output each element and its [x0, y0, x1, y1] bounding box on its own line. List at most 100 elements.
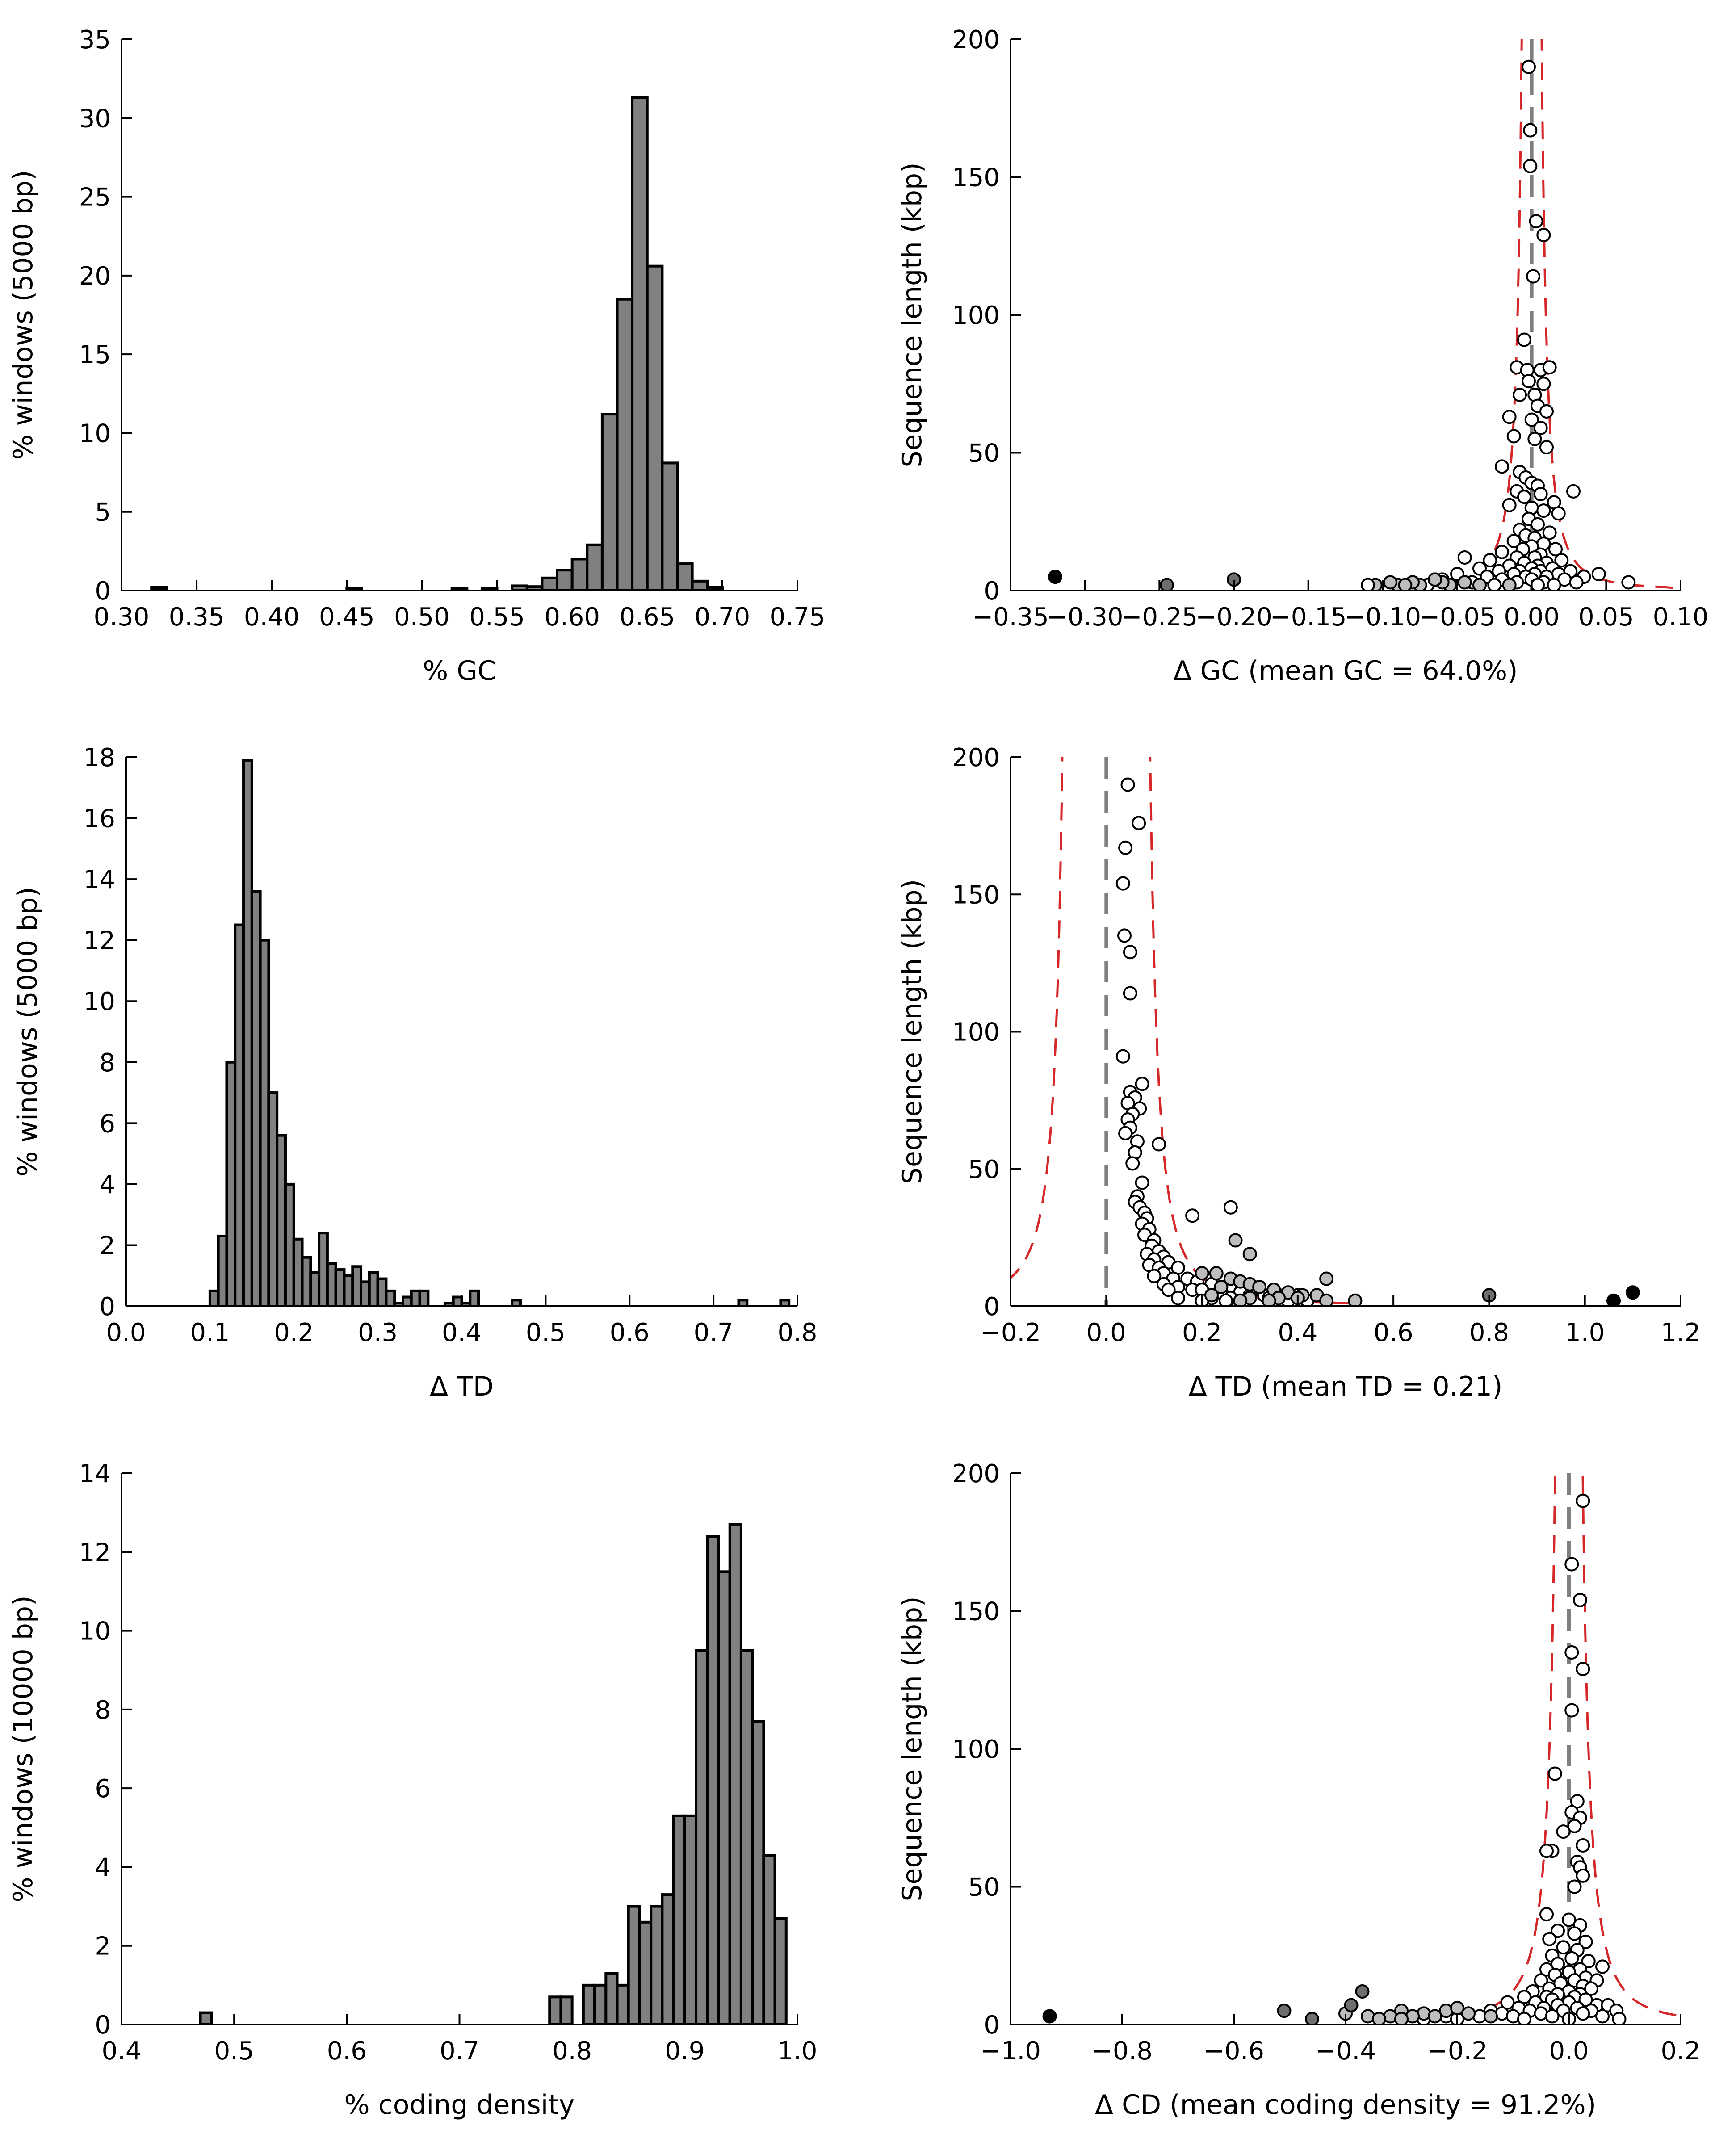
x-tick-label: 0.30	[94, 603, 150, 632]
y-tick-label: 50	[968, 1873, 1000, 1902]
x-tick-label: 0.0	[106, 1318, 146, 1347]
histogram-bar	[541, 576, 559, 591]
x-tick-label: 0.4	[101, 2037, 141, 2066]
y-tick-label: 8	[95, 1696, 111, 1725]
x-tick-label: 0.2	[1661, 2037, 1700, 2066]
scatter-point	[1132, 816, 1146, 830]
histogram-bar	[616, 1983, 630, 2025]
scatter-point	[1576, 2006, 1590, 2021]
scatter-point	[1457, 550, 1472, 565]
y-tick-label: 150	[952, 163, 1000, 193]
scatter-point	[1115, 1049, 1130, 1064]
scatter-point	[1513, 387, 1527, 402]
scatter-point	[1355, 1984, 1370, 1999]
scatter-point	[1484, 2009, 1498, 2024]
scatter-point	[1495, 545, 1509, 559]
y-tick-label: 10	[79, 419, 111, 448]
histogram-bar	[150, 586, 168, 591]
histogram-bar	[638, 1920, 653, 2025]
y-tick-label: 14	[79, 1459, 111, 1488]
histogram-bar	[779, 1299, 791, 1306]
x-tick-label: 0.1	[190, 1318, 230, 1347]
x-tick-label: 0.10	[1653, 603, 1709, 632]
histogram-bar	[469, 1289, 480, 1306]
scatter-point	[1536, 228, 1551, 243]
scatter-point	[1564, 1703, 1579, 1718]
y-tick-label: 6	[95, 1774, 111, 1803]
scatter-point	[1621, 575, 1636, 590]
histogram-bar	[717, 1570, 731, 2025]
histogram-bar	[737, 1299, 749, 1306]
scatter-point	[1506, 533, 1521, 548]
x-tick-label: 0.2	[274, 1318, 314, 1347]
y-tick-label: 0	[984, 2011, 1000, 2040]
scatter-point	[1564, 1645, 1579, 1660]
scatter-point	[1533, 420, 1548, 435]
x-tick-label: −0.4	[1315, 2037, 1376, 2066]
scatter-point	[1522, 374, 1536, 389]
y-tick-label: 200	[952, 25, 1000, 54]
lower-bound-line	[1011, 757, 1064, 1279]
y-tick-label: 100	[952, 1018, 1000, 1047]
scatter-point	[1171, 1291, 1185, 1305]
x-tick-label: 0.8	[777, 1318, 817, 1347]
scatter-point	[1570, 1794, 1585, 1809]
plot-marks	[1042, 1473, 1681, 2025]
y-tick-label: 50	[968, 1155, 1000, 1184]
y-tick-label: 0	[95, 2011, 111, 2040]
scatter-point	[1539, 440, 1554, 455]
scatter-point	[1573, 1593, 1587, 1607]
scatter-point	[1576, 1493, 1590, 1508]
y-tick-label: 4	[99, 1170, 115, 1199]
y-axis-label: Sequence length (kbp)	[897, 879, 928, 1184]
scatter-point	[1536, 377, 1551, 391]
x-tick-label: 0.00	[1504, 603, 1560, 632]
scatter-point	[1372, 2012, 1386, 2025]
y-tick-label: 12	[79, 1538, 111, 1567]
scatter-point	[1536, 503, 1551, 518]
scatter-point	[1123, 945, 1137, 960]
x-tick-label: 0.8	[1469, 1318, 1509, 1347]
scatter-point	[1576, 1662, 1590, 1677]
histogram-bar	[661, 461, 679, 591]
x-tick-label: 0.0	[1086, 1318, 1126, 1347]
x-axis-label: % GC	[423, 655, 496, 687]
histogram-bar	[616, 298, 634, 591]
y-tick-label: 10	[84, 987, 115, 1016]
y-tick-label: 100	[952, 301, 1000, 330]
x-axis-label: Δ GC (mean GC = 64.0%)	[1173, 655, 1518, 687]
cd-histogram: 0.4 0.5 0.6 0.7 0.8 0.9 1.0 0 2 4 6 8 10 12 14 % coding…	[8, 1459, 818, 2121]
scatter-point	[1219, 1293, 1233, 1306]
histogram-bar	[511, 1299, 522, 1306]
y-axis-label: % windows (5000 bp)	[12, 887, 43, 1177]
scatter-point	[1502, 498, 1517, 512]
lower-bound-line	[1390, 39, 1523, 589]
scatter-point	[1161, 1283, 1176, 1297]
x-tick-label: 0.6	[327, 2037, 367, 2066]
x-tick-label: −0.30	[1047, 603, 1124, 632]
x-tick-label: 1.0	[777, 2037, 817, 2066]
scatter-point	[1539, 1844, 1554, 1858]
y-tick-label: 150	[952, 880, 1000, 910]
scatter-point	[1539, 404, 1554, 419]
y-tick-label: 16	[84, 805, 115, 834]
scatter-point	[1529, 214, 1543, 229]
y-tick-label: 18	[84, 743, 115, 772]
scatter-point	[1517, 332, 1531, 347]
histogram-bar	[586, 543, 604, 591]
scatter-point	[1228, 1233, 1243, 1248]
scatter-point	[1576, 1868, 1590, 1883]
x-tick-label: −0.6	[1203, 2037, 1264, 2066]
plot-marks	[208, 759, 791, 1306]
scatter-point	[1526, 269, 1540, 284]
scatter-point	[1487, 578, 1502, 591]
scatter-point	[1185, 1208, 1200, 1223]
scatter-point	[1531, 578, 1545, 591]
x-tick-label: 0.5	[214, 2037, 254, 2066]
x-tick-label: −0.35	[972, 603, 1049, 632]
plot-marks	[1011, 757, 1640, 1306]
scatter-point	[1472, 578, 1487, 591]
y-tick-label: 30	[79, 104, 111, 133]
plot-marks	[150, 96, 724, 591]
y-tick-label: 10	[79, 1617, 111, 1646]
